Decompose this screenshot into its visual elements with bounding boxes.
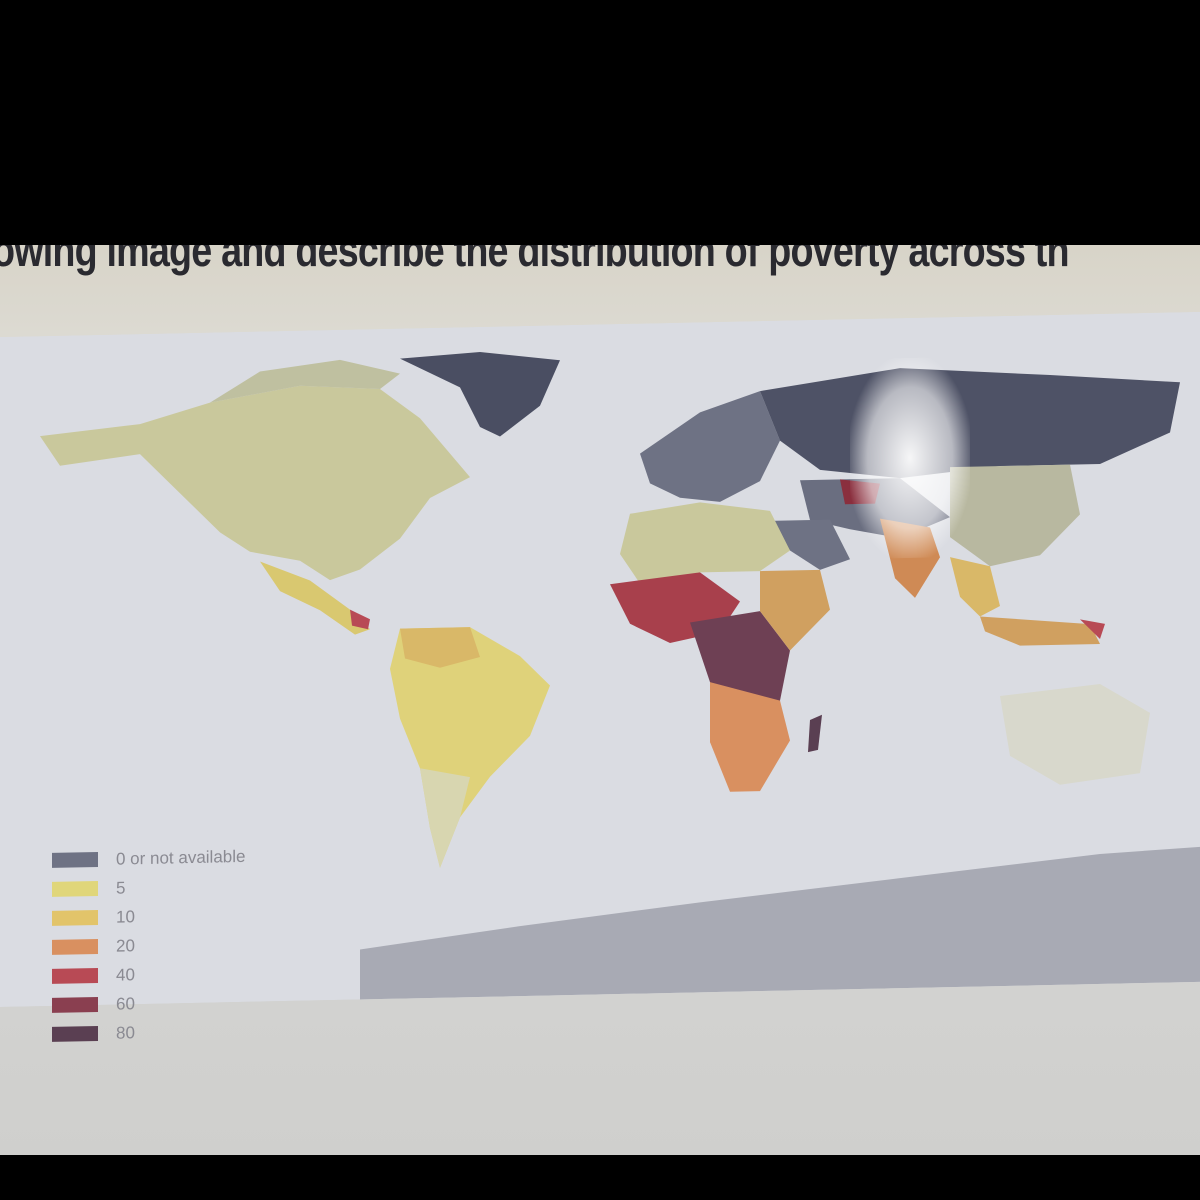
legend-label: 5 [116,877,126,898]
screen-glare [850,356,970,560]
legend-swatch [52,909,98,926]
question-text: owing image and describe the distributio… [0,245,1070,276]
legend-swatch [52,996,98,1013]
legend-label: 10 [116,906,135,927]
legend-label: 20 [116,935,135,956]
region-northern-sa [400,627,480,668]
region-central-america [260,561,370,635]
legend-swatch [52,1025,98,1042]
region-guatemala [350,609,370,630]
legend-swatch [52,938,98,955]
region-north-america [40,385,470,581]
legend-swatch [52,880,98,897]
region-east-asia [950,464,1080,567]
legend-item: 5 [52,871,245,904]
legend-label: 60 [116,993,135,1014]
screen: owing image and describe the distributio… [0,245,1200,1155]
legend-item: 80 [52,1016,245,1049]
legend-label: 40 [116,964,135,985]
region-southeast-asia [950,557,1000,617]
region-papua [1080,619,1105,639]
map-legend: 0 or not available 5 10 20 40 60 80 [52,842,245,1049]
legend-item: 60 [52,987,245,1020]
region-madagascar [808,714,822,753]
region-southern-cone [420,768,470,868]
region-indonesia [980,616,1100,646]
region-north-africa [620,502,790,584]
legend-item: 20 [52,929,245,962]
region-middle-east [770,519,850,570]
legend-label: 80 [116,1022,135,1043]
region-greenland [400,351,560,437]
region-europe [640,391,780,502]
legend-item: 10 [52,900,245,933]
legend-item: 0 or not available [52,842,245,875]
poverty-world-map: 0 or not available 5 10 20 40 60 80 [0,311,1200,1042]
region-southern-africa [710,682,790,792]
region-canada-arctic [210,359,400,403]
region-antarctica [360,846,1200,1000]
region-east-africa [760,569,830,651]
legend-label: 0 or not available [116,846,246,869]
region-australia [1000,683,1150,785]
legend-swatch [52,851,98,868]
legend-item: 40 [52,958,245,991]
legend-swatch [52,967,98,984]
